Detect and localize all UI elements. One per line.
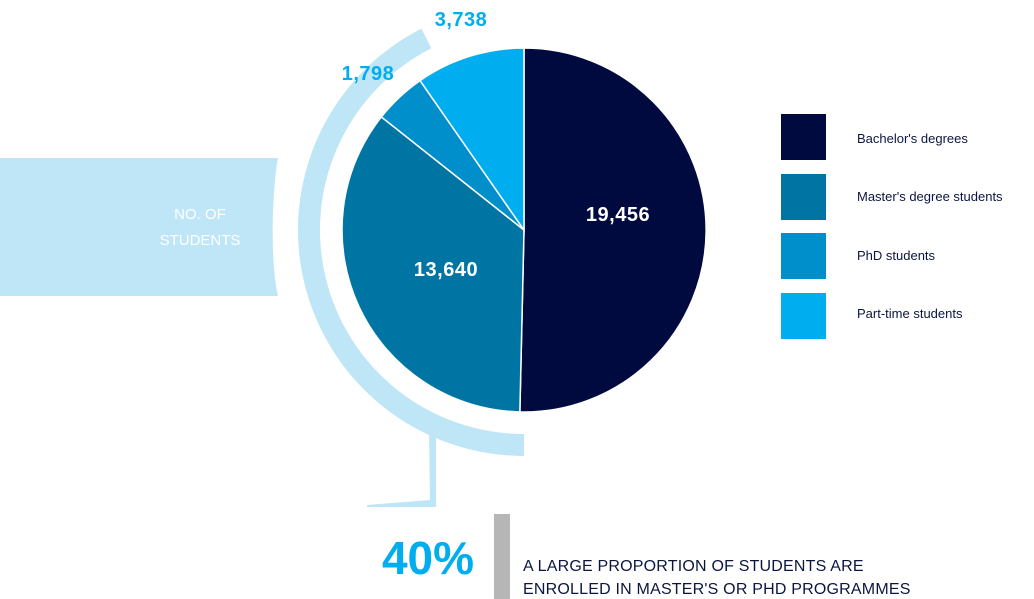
legend-swatch-phd [781, 233, 826, 279]
legend-label-part-time: Part-time students [857, 306, 963, 321]
highlight-arc [297, 28, 524, 457]
value-label-part-time: 3,738 [435, 9, 488, 31]
side-label-banner [0, 158, 278, 296]
highlight-note-line-2: ENROLLED IN MASTER'S OR PHD PROGRAMMES [523, 581, 911, 598]
legend-label-bachelors: Bachelor's degrees [857, 131, 968, 146]
side-label-line-2: STUDENTS [160, 232, 241, 249]
highlight-note-line-1: A LARGE PROPORTION OF STUDENTS ARE [523, 558, 864, 575]
legend-swatch-masters [781, 174, 826, 220]
legend-swatch-bachelors [781, 114, 826, 160]
callout-connector [367, 432, 436, 512]
value-label-bachelors: 19,456 [586, 204, 650, 226]
pie-slices [341, 47, 707, 413]
side-label-line-1: NO. OF [174, 206, 226, 223]
value-label-masters: 13,640 [414, 259, 478, 281]
highlight-percent: 40% [382, 532, 474, 584]
slice-part-time [418, 47, 525, 233]
slice-bachelors [519, 47, 707, 413]
legend-label-phd: PhD students [857, 248, 936, 263]
legend-swatch-part-time [781, 293, 826, 339]
slice-masters [341, 115, 525, 413]
callout-box [352, 507, 494, 599]
legend-label-masters: Master's degree students [857, 189, 1003, 204]
value-label-phd: 1,798 [342, 63, 395, 85]
legend: Bachelor's degrees Master's degree stude… [781, 114, 1003, 339]
